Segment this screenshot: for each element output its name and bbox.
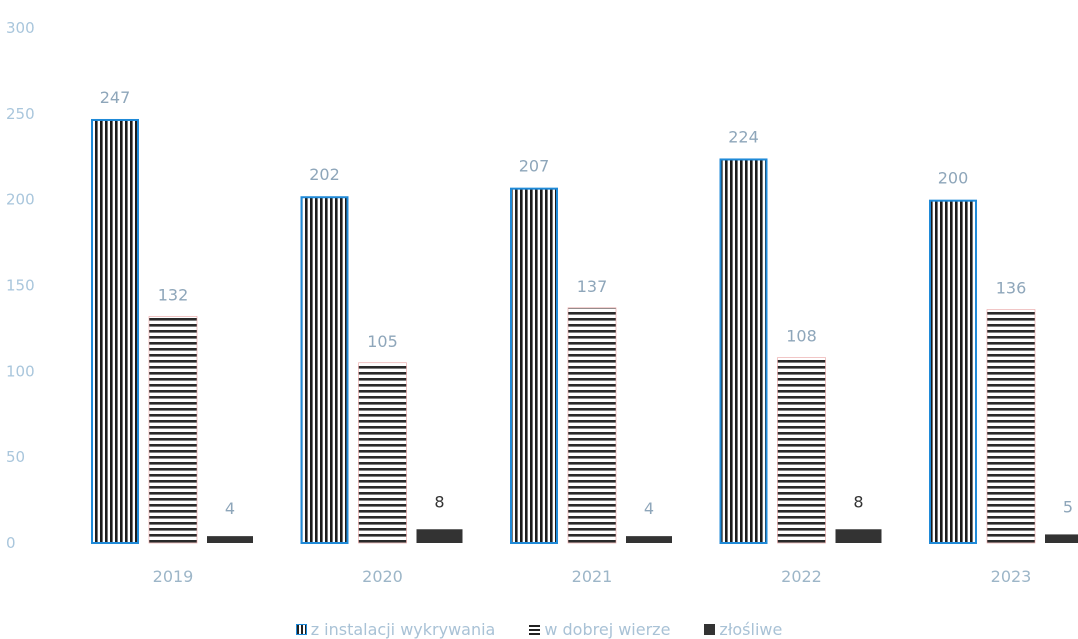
bar-good-faith-2020 (358, 362, 407, 544)
legend-label: złośliwe (719, 620, 783, 639)
legend-item-malicious: złośliwe (704, 620, 782, 639)
y-tick-label: 150 (6, 277, 35, 295)
data-label: 108 (786, 327, 817, 346)
legend-item-good-faith: w dobrej wierze (529, 620, 670, 639)
bar-detection-2023 (929, 199, 977, 545)
data-labels: 247 132 4 202 105 8 207 137 4 224 108 8 200 136 5 (100, 88, 1073, 518)
data-label: 8 (434, 492, 444, 511)
y-tick-label: 300 (6, 19, 35, 37)
bar-good-faith-2021 (567, 307, 617, 544)
legend-label: z instalacji wykrywania (310, 620, 496, 639)
bar-malicious-2022 (835, 529, 882, 543)
bar-detection-2021 (510, 187, 558, 544)
x-category-label: 2021 (572, 567, 613, 586)
legend: z instalacji wykrywania w dobrej wierze … (0, 620, 1078, 639)
data-label: 136 (996, 279, 1027, 298)
data-label: 224 (728, 127, 759, 146)
bar-malicious-2021 (626, 536, 672, 543)
vertical-stripe-swatch-icon (295, 624, 307, 635)
data-label: 4 (644, 499, 654, 518)
y-tick-label: 250 (6, 105, 35, 123)
y-axis-tick-labels: 0 50 100 150 200 250 300 (6, 19, 35, 552)
bar-detection-2020 (300, 196, 349, 544)
x-axis-category-labels: 2019 2020 2021 2022 2023 (153, 567, 1032, 586)
bar-malicious-2020 (416, 529, 463, 543)
bar-malicious-2023 (1045, 534, 1078, 543)
x-category-label: 2023 (991, 567, 1032, 586)
y-tick-label: 200 (6, 191, 35, 209)
legend-label: w dobrej wierze (544, 620, 671, 639)
bar-good-faith-2023 (986, 309, 1036, 544)
x-category-label: 2020 (362, 567, 403, 586)
y-tick-label: 100 (6, 362, 35, 380)
data-label: 4 (225, 499, 235, 518)
bar-malicious-2019 (207, 536, 253, 543)
y-tick-label: 50 (6, 448, 25, 466)
data-label: 137 (577, 277, 608, 296)
data-label: 5 (1063, 497, 1073, 516)
horizontal-stripe-swatch-icon (529, 624, 541, 635)
data-label: 202 (309, 165, 340, 184)
data-label: 8 (853, 492, 863, 511)
y-tick-label: 0 (6, 534, 16, 552)
data-label: 132 (158, 285, 189, 304)
bar-detection-2019 (91, 118, 139, 544)
bars (91, 118, 1078, 545)
solid-swatch-icon (704, 624, 716, 635)
x-category-label: 2019 (153, 567, 194, 586)
data-label: 207 (519, 157, 550, 176)
data-label: 200 (938, 169, 969, 188)
bar-good-faith-2019 (148, 316, 198, 544)
data-label: 105 (367, 332, 398, 351)
legend-item-detection: z instalacji wykrywania (295, 620, 496, 639)
x-category-label: 2022 (781, 567, 822, 586)
data-label: 247 (100, 88, 131, 107)
bar-good-faith-2022 (777, 357, 826, 544)
bar-detection-2022 (719, 158, 768, 544)
